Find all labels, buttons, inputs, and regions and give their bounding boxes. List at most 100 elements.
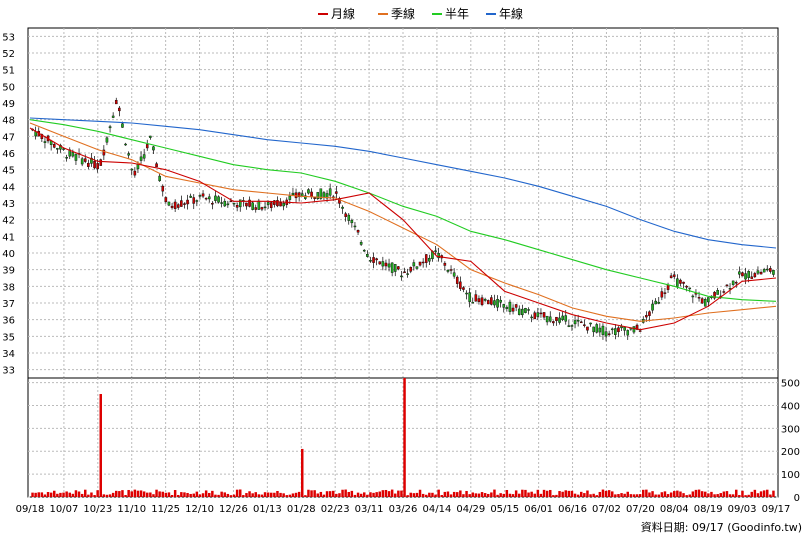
volume-bar — [592, 493, 595, 497]
candle-body — [223, 200, 227, 207]
volume-bar — [397, 490, 400, 497]
volume-bar — [217, 494, 220, 497]
candle-body — [93, 161, 96, 169]
candle-body — [536, 312, 540, 317]
price-tick-label: 44 — [2, 182, 15, 193]
volume-bar — [555, 494, 558, 497]
x-tick-label: 07/20 — [626, 504, 655, 515]
volume-bar — [279, 492, 282, 497]
volume-bar — [177, 494, 180, 497]
candle-body — [192, 197, 196, 204]
volume-bar — [384, 489, 388, 497]
price-tick-label: 43 — [2, 199, 15, 210]
volume-bar — [679, 491, 682, 497]
volume-bar — [697, 489, 701, 497]
volume-bar — [744, 495, 747, 497]
candle-body — [310, 191, 313, 197]
volume-bar — [598, 491, 602, 497]
candle-body — [313, 197, 316, 199]
candle-body — [304, 195, 307, 199]
volume-bar — [124, 495, 127, 497]
candle-body — [545, 315, 549, 323]
volume-bar — [378, 491, 381, 497]
candle-body — [734, 282, 738, 284]
volume-tick-label: 0 — [794, 493, 800, 504]
candle-body — [765, 268, 769, 271]
candle-body — [381, 261, 385, 267]
volume-bar — [505, 489, 509, 497]
candle-body — [561, 315, 564, 320]
volume-bar — [142, 491, 146, 497]
candle-body — [480, 297, 484, 306]
volume-bar — [626, 491, 629, 497]
volume-bar — [576, 494, 580, 497]
volume-bar — [456, 492, 459, 497]
volume-bar — [421, 493, 425, 497]
volume-bar — [561, 491, 564, 497]
volume-bar — [707, 493, 710, 497]
x-tick-label: 11/10 — [117, 504, 146, 515]
price-tick-label: 38 — [2, 282, 15, 293]
candle-body — [601, 325, 605, 335]
candle-body — [114, 100, 118, 105]
volume-bar — [691, 491, 695, 497]
volume-bar — [59, 492, 62, 497]
candle-body — [610, 328, 614, 331]
candle-body — [645, 315, 648, 318]
candle-body — [257, 200, 261, 210]
candle-body — [465, 292, 468, 295]
candle-body — [424, 254, 428, 263]
volume-bar — [288, 494, 292, 497]
x-axis-labels: 09/18 10/07 10/23 11/10 11/25 12/10 12/26 01/13… — [16, 504, 791, 515]
volume-bar — [80, 493, 84, 497]
volume-bar — [347, 491, 350, 497]
volume-bar — [666, 494, 670, 497]
candle-body — [319, 188, 323, 199]
candle-body — [502, 304, 506, 308]
candle-body — [198, 195, 202, 197]
candle-body — [211, 203, 214, 205]
volume-bar — [235, 489, 239, 497]
volume-bar — [524, 489, 527, 497]
candle-body — [260, 207, 264, 210]
candle-body — [282, 202, 285, 207]
candle-body — [124, 143, 127, 146]
candle-body — [375, 258, 378, 261]
volume-tick-label: 200 — [781, 447, 800, 458]
volume-bar — [328, 491, 332, 497]
candle-body — [99, 159, 103, 166]
volume-bar — [338, 493, 341, 497]
candle-body — [567, 325, 571, 327]
candle-body — [52, 144, 56, 148]
volume-bar — [270, 492, 273, 497]
candle-body — [691, 295, 695, 298]
candle-body — [527, 309, 530, 311]
volume-bar — [251, 493, 254, 497]
volume-bar — [462, 494, 465, 497]
candle-body — [499, 299, 502, 303]
volume-bar — [449, 494, 453, 497]
price-tick-label: 41 — [2, 232, 15, 243]
candle-body — [490, 297, 493, 305]
price-tick-label: 34 — [2, 349, 15, 360]
candlesticks — [31, 97, 775, 342]
volume-bar — [700, 491, 704, 497]
price-tick-label: 47 — [2, 132, 15, 143]
price-tick-label: 36 — [2, 316, 15, 327]
candle-body — [378, 261, 382, 265]
volume-bar — [682, 493, 685, 497]
candle-body — [772, 270, 775, 275]
volume-bar — [713, 494, 716, 497]
volume-bar — [65, 491, 68, 497]
volume-bar — [738, 495, 741, 497]
candle-body — [555, 316, 558, 321]
candle-body — [65, 157, 68, 159]
candle-body — [672, 274, 676, 277]
volume-bar — [56, 493, 59, 497]
candle-body — [703, 299, 707, 307]
candle-body — [564, 315, 568, 322]
volume-bar — [632, 494, 636, 497]
volume-bar — [570, 490, 574, 497]
candle-body — [586, 326, 589, 331]
candle-body — [626, 330, 630, 336]
